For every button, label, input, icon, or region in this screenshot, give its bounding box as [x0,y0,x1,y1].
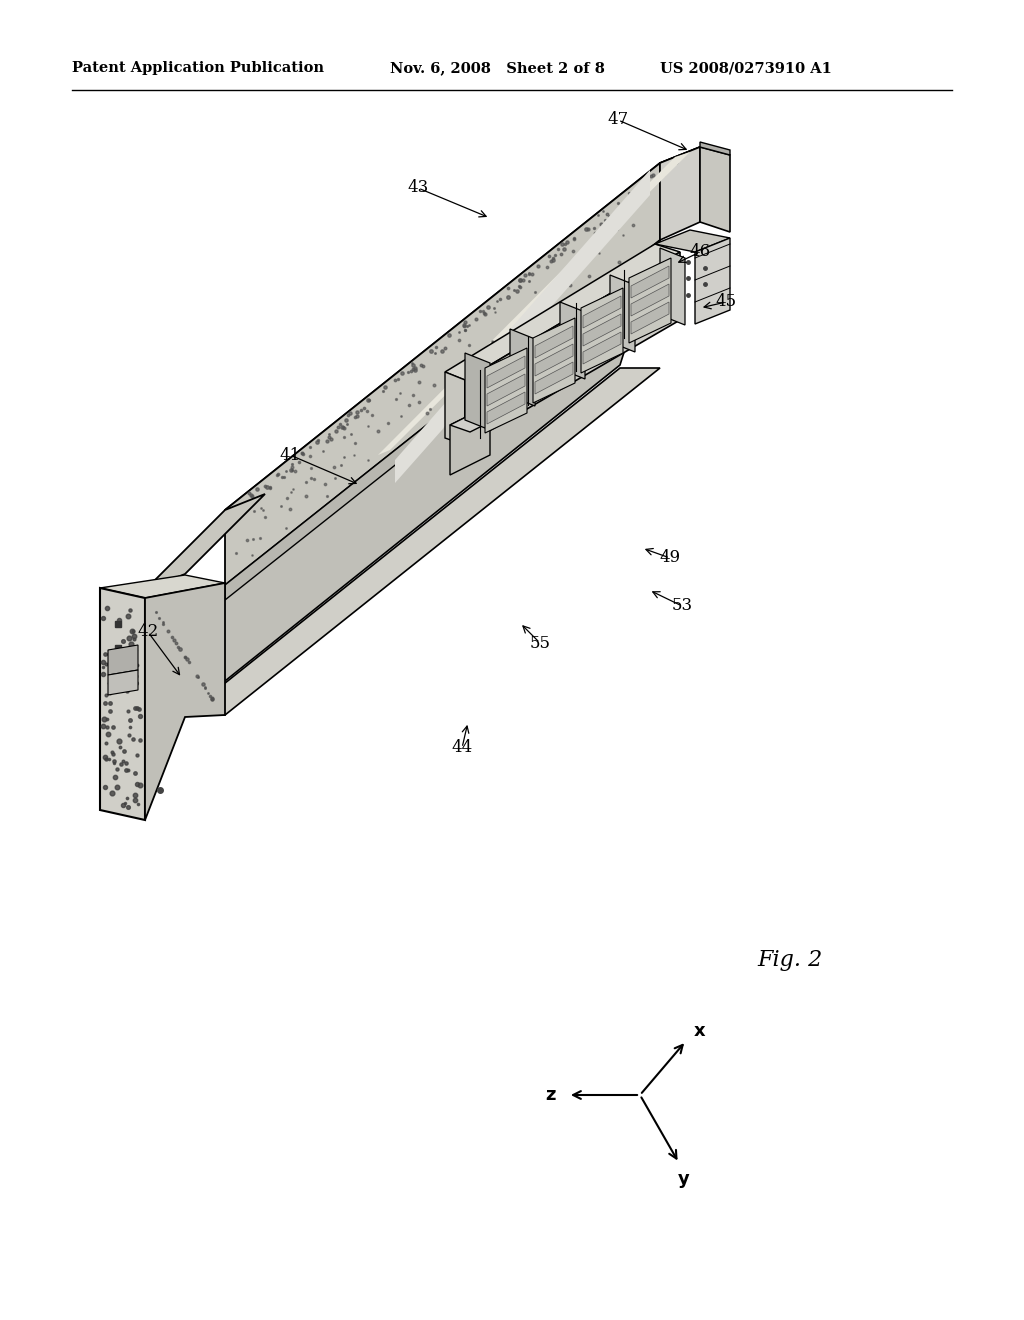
Polygon shape [610,275,635,352]
Polygon shape [145,494,265,590]
Polygon shape [631,267,669,298]
Polygon shape [225,240,660,601]
Polygon shape [445,372,465,445]
Polygon shape [108,645,138,675]
Polygon shape [631,302,669,334]
Polygon shape [145,583,225,820]
Text: 47: 47 [607,111,629,128]
Polygon shape [583,333,621,364]
Polygon shape [660,147,700,168]
Polygon shape [535,345,573,376]
Polygon shape [378,152,690,455]
Polygon shape [185,368,660,715]
Polygon shape [660,248,685,325]
Text: Fig. 2: Fig. 2 [758,949,822,972]
Polygon shape [450,405,510,432]
Text: 43: 43 [408,180,429,197]
Polygon shape [465,252,680,445]
Polygon shape [700,147,730,232]
Text: 44: 44 [452,739,473,756]
Text: US 2008/0273910 A1: US 2008/0273910 A1 [660,61,831,75]
Polygon shape [655,230,730,252]
Polygon shape [185,238,660,713]
Text: 45: 45 [716,293,736,310]
Polygon shape [535,326,573,358]
Polygon shape [108,671,138,696]
Text: 49: 49 [659,549,681,566]
Text: y: y [678,1170,690,1188]
Polygon shape [583,314,621,346]
Text: 42: 42 [137,623,159,640]
Polygon shape [629,257,671,343]
Text: Patent Application Publication: Patent Application Publication [72,61,324,75]
Polygon shape [631,284,669,315]
Text: 55: 55 [529,635,551,652]
Polygon shape [700,143,730,154]
Polygon shape [485,348,527,433]
Polygon shape [560,302,585,379]
Text: 41: 41 [280,446,301,463]
Polygon shape [583,296,621,327]
Text: Nov. 6, 2008   Sheet 2 of 8: Nov. 6, 2008 Sheet 2 of 8 [390,61,605,75]
Polygon shape [450,405,490,475]
Polygon shape [535,362,573,393]
Polygon shape [100,587,145,820]
Polygon shape [534,318,575,403]
Text: z: z [545,1086,555,1104]
Polygon shape [225,162,660,585]
Text: 53: 53 [672,598,692,615]
Polygon shape [445,244,680,380]
Polygon shape [487,374,525,407]
Text: x: x [694,1022,706,1040]
Polygon shape [100,576,225,598]
Polygon shape [581,288,623,374]
Polygon shape [660,147,700,240]
Polygon shape [225,147,700,510]
Polygon shape [695,238,730,323]
Polygon shape [487,392,525,424]
Polygon shape [487,356,525,388]
Polygon shape [510,329,535,407]
Text: 46: 46 [689,243,711,260]
Polygon shape [465,352,490,430]
Polygon shape [395,170,650,483]
